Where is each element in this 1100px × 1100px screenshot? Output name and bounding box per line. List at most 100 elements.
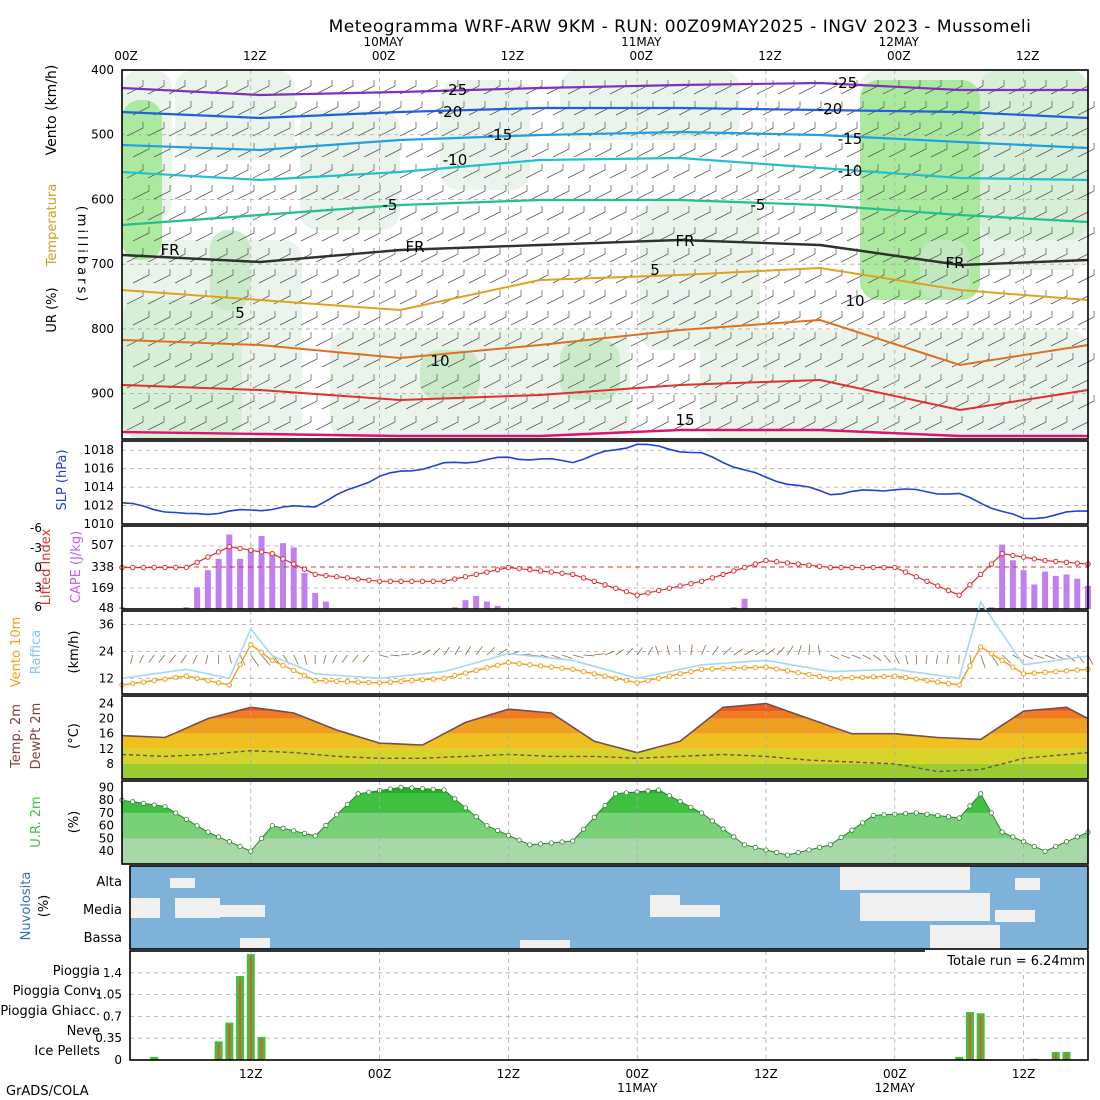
cape-bar <box>183 607 190 609</box>
rh-point <box>731 834 737 840</box>
lifted-index-point <box>935 583 941 589</box>
cloud-block <box>175 898 220 918</box>
lifted-index-point <box>870 564 877 571</box>
cape-bar <box>247 548 254 609</box>
cloud-unit-label: (%) <box>37 895 52 918</box>
gust-line <box>121 600 1089 680</box>
wind-speed-point <box>312 677 318 684</box>
cloud-block <box>1015 878 1040 890</box>
isotherm-label: -25 <box>443 81 468 99</box>
rh-point <box>430 786 436 792</box>
lifted-index-point <box>484 569 490 575</box>
wind-speed-point <box>366 679 372 686</box>
lifted-index-point <box>183 564 190 571</box>
lifted-index-point <box>505 564 512 571</box>
lifted-index-point <box>537 568 544 574</box>
lifted-index-point <box>312 571 318 578</box>
cloud-block <box>130 898 160 918</box>
precip-conv-bar <box>217 1043 220 1060</box>
wind-speed-point <box>1010 664 1016 670</box>
time-axis-bottom: 12Z 00Z 12Z 00Z 12Z 00Z 12Z 11MAY 12MAY <box>239 1067 1035 1095</box>
wind-speed-point <box>902 674 909 681</box>
cape-bar <box>483 601 490 609</box>
rh-point <box>827 842 834 848</box>
lifted-index-point <box>1042 557 1048 564</box>
lifted-index-point <box>967 582 973 588</box>
isotherm-label: FR <box>405 238 424 256</box>
cape-bar <box>226 534 233 609</box>
temperature-line <box>121 702 1089 754</box>
precip-conv-bar <box>1054 1053 1057 1060</box>
lifted-index-point <box>462 574 469 580</box>
lifted-index-point <box>494 567 501 573</box>
isotherm-label: 15 <box>675 411 694 429</box>
isotherm-label: -5 <box>383 196 398 214</box>
cloud-block <box>240 938 270 948</box>
cape-tick: 338 <box>91 560 114 574</box>
rh-point <box>1031 843 1037 850</box>
lifted-index-point <box>688 580 694 587</box>
rh-point <box>269 823 275 829</box>
lifted-index-point <box>130 564 136 571</box>
cape-bar <box>194 587 201 609</box>
temp2m-ylabel: Temp. 2m <box>9 704 24 769</box>
rh-point <box>1042 848 1048 854</box>
wind-speed-point <box>645 677 651 684</box>
cape-bar <box>237 558 244 609</box>
slp-tick: 1018 <box>83 443 114 457</box>
wind-unit-label: (km/h) <box>67 631 82 674</box>
wind-speed-point <box>924 677 930 684</box>
wind-speed-point <box>215 680 222 686</box>
lifted-index-point <box>1010 552 1016 559</box>
rh-point <box>741 842 748 848</box>
precip-conv-bar <box>1065 1053 1068 1060</box>
wind-speed-point <box>666 673 673 679</box>
lifted-index-point <box>205 554 211 560</box>
time-label-bottom: 12Z <box>1012 1067 1036 1081</box>
wind-speed-point <box>892 673 898 679</box>
wind-speed-point <box>130 680 136 687</box>
rh-point <box>495 827 501 834</box>
wind-speed-point <box>720 665 726 672</box>
precip-conv-bar <box>979 1015 982 1060</box>
rh-point <box>698 810 705 816</box>
rh-point <box>602 802 608 809</box>
precip-conv-bar <box>228 1024 231 1060</box>
rh-point <box>516 837 522 843</box>
lifted-index-point <box>387 578 394 585</box>
wind-speed-point <box>795 669 801 676</box>
rh-point <box>945 814 952 820</box>
rh-point <box>720 826 726 832</box>
rh-point <box>398 784 404 790</box>
rh2m-ylabel: U.R. 2m <box>29 796 44 847</box>
rh-point <box>881 812 887 818</box>
wind-speed-point <box>452 672 458 679</box>
lifted-index-point <box>988 561 995 567</box>
lifted-index-point <box>774 559 780 565</box>
wind-speed-point <box>473 667 479 674</box>
rh-point <box>216 834 222 840</box>
wind-speed-point <box>355 679 361 685</box>
lifted-index-point <box>849 564 855 571</box>
wind-speed-point <box>1063 668 1070 674</box>
wind-speed-point <box>151 677 157 684</box>
lifted-index-point <box>752 561 758 567</box>
wind-speed-point <box>409 677 415 684</box>
rh-point <box>258 835 265 842</box>
rh-tick: 70 <box>99 806 114 820</box>
lifted-index-point <box>333 574 340 580</box>
lifted-index-point <box>591 578 597 585</box>
cloud-block <box>520 940 570 949</box>
humidity-line <box>119 784 1091 858</box>
temp-unit-label: (°C) <box>67 723 82 749</box>
rh-point <box>677 798 683 805</box>
precip-total: Totale run = 6.24mm <box>946 954 1085 969</box>
wind-speed-point <box>527 662 533 668</box>
lifted-index-point <box>291 561 297 567</box>
rh-point <box>473 814 479 820</box>
lifted-index-point <box>516 565 522 572</box>
time-label-top: 12Z <box>758 49 782 63</box>
slp-tick: 1012 <box>83 499 114 513</box>
lifted-index-point <box>655 587 662 594</box>
wind-speed-point <box>806 671 812 678</box>
